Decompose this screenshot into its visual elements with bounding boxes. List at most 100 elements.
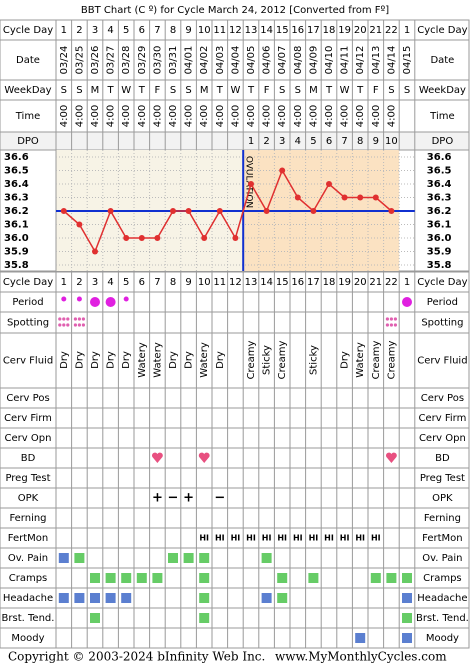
- cell-text: Watery: [152, 342, 163, 378]
- spot-dot: [73, 317, 77, 321]
- cell-text: Watery: [355, 342, 366, 378]
- row-label: Cerv Fluid: [3, 356, 53, 367]
- y-tick-label: 36.4: [4, 179, 29, 190]
- cell-text: S: [295, 85, 301, 96]
- cell-text: S: [61, 85, 67, 96]
- cell-text: 15: [276, 25, 289, 36]
- row-bg: [0, 547, 470, 569]
- row-label: Time: [15, 111, 40, 122]
- period-dot-large: [90, 297, 100, 307]
- cell-text: S: [76, 85, 82, 96]
- y-tick-label-right: 36.3: [427, 193, 452, 204]
- row-label-right: FertMon: [422, 533, 462, 544]
- row-label-right: BD: [435, 453, 450, 464]
- cell-text: S: [388, 85, 394, 96]
- cell-text: 10: [198, 25, 211, 36]
- y-tick-label: 36.6: [4, 152, 29, 163]
- cell-text: 12: [229, 277, 242, 288]
- cell-text: 1: [61, 277, 67, 288]
- cell-text: 4:00: [230, 105, 241, 127]
- y-tick-label-right: 35.9: [427, 247, 452, 258]
- cell-text: 4:00: [277, 105, 288, 127]
- temp-point: [60, 208, 67, 214]
- cell-text: S: [279, 85, 285, 96]
- spotting-mark: [58, 317, 70, 327]
- row-label: BD: [21, 453, 36, 464]
- symptom-text: +: [183, 491, 194, 506]
- row-label: Ferning: [9, 513, 46, 524]
- cell-text: 04/12: [355, 46, 366, 75]
- cell-text: 3: [279, 136, 285, 147]
- row-label: Cycle Day: [3, 25, 53, 36]
- spotting-mark: [385, 317, 397, 327]
- row-label-right: Cramps: [423, 573, 462, 584]
- cell-text: 4:00: [246, 105, 257, 127]
- cell-text: 14: [260, 277, 273, 288]
- temp-line: [63, 168, 392, 254]
- cell-text: 21: [369, 25, 382, 36]
- cell-text: 6: [139, 277, 145, 288]
- temp-point: [138, 235, 145, 241]
- row-label-right: Cerv Opn: [419, 433, 466, 444]
- spot-dot: [393, 317, 397, 321]
- row-label-right: Date: [430, 55, 454, 66]
- cell-text: 4:00: [215, 105, 226, 127]
- row-bg: [0, 467, 470, 489]
- cell-text: W: [121, 85, 131, 96]
- cell-text: Creamy: [246, 341, 257, 380]
- y-tick-label-right: 36.4: [427, 179, 452, 190]
- cell-text: Dry: [340, 351, 351, 369]
- cell-text: 19: [338, 25, 351, 36]
- cell-text: 4:00: [74, 105, 85, 127]
- symptom-text: HI: [215, 534, 225, 543]
- cell-text: Dry: [90, 351, 101, 369]
- cell-text: 1: [404, 25, 410, 36]
- temp-point: [76, 221, 83, 228]
- symptom-mark: [370, 573, 381, 583]
- symptom-text: HI: [199, 534, 209, 543]
- row-bg: [0, 332, 470, 389]
- symptom-mark: [199, 613, 210, 623]
- symptom-mark: [90, 573, 100, 583]
- row-bg: [0, 627, 470, 649]
- cell-text: 4:00: [121, 105, 132, 127]
- cell-text: 03/30: [152, 46, 163, 75]
- cell-text: 7: [154, 25, 160, 36]
- row-bg: [0, 567, 470, 589]
- temp-point: [216, 208, 223, 214]
- row-label-right: Preg Test: [420, 473, 465, 484]
- cell-text: 04/06: [262, 46, 273, 75]
- symptom-mark: [136, 573, 147, 583]
- row-label: Cerv Opn: [5, 433, 52, 444]
- spot-dot: [77, 317, 81, 321]
- row-label-right: Ov. Pain: [422, 553, 462, 564]
- row-label-right: Cerv Pos: [421, 393, 464, 404]
- cell-text: 1: [248, 136, 254, 147]
- period-dot-large: [105, 297, 116, 307]
- row-label: Cerv Pos: [6, 393, 49, 404]
- cell-text: 04/02: [199, 46, 210, 75]
- spot-dot: [73, 323, 77, 327]
- cell-text: Dry: [74, 351, 85, 369]
- temp-point: [248, 181, 254, 187]
- temp-point: [310, 208, 317, 214]
- cell-text: 22: [385, 277, 398, 288]
- cell-text: Dry: [168, 351, 179, 369]
- cell-text: Dry: [59, 351, 70, 369]
- row-bg: [0, 311, 470, 334]
- cell-text: Dry: [106, 351, 117, 369]
- symptom-mark: [402, 633, 412, 643]
- cell-text: F: [264, 85, 270, 96]
- row-label: Date: [16, 55, 40, 66]
- symptom-mark: [168, 553, 178, 563]
- spot-dot: [385, 323, 389, 327]
- temp-point: [341, 194, 348, 201]
- row-label-right: WeekDay: [419, 85, 466, 96]
- row-label-right: Headache: [417, 593, 467, 604]
- cell-text: 2: [76, 25, 82, 36]
- symptom-mark: [402, 613, 412, 623]
- symptom-mark: [74, 593, 85, 603]
- cell-text: 8: [170, 277, 176, 288]
- cell-text: T: [138, 85, 146, 96]
